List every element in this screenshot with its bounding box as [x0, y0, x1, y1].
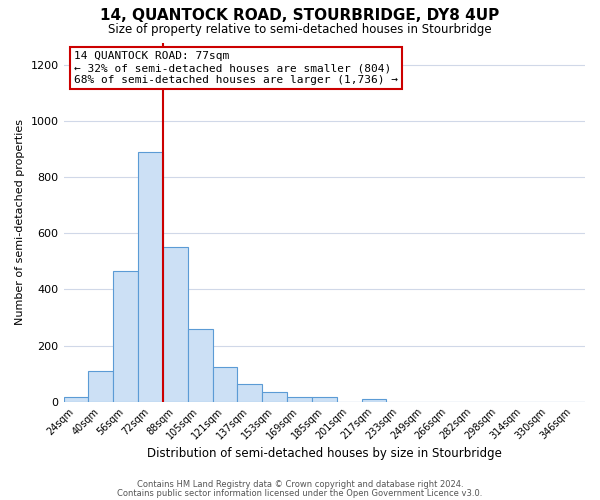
Bar [212, 366, 238, 402]
Bar [163, 248, 188, 402]
Text: Contains public sector information licensed under the Open Government Licence v3: Contains public sector information licen… [118, 488, 482, 498]
Text: 14 QUANTOCK ROAD: 77sqm
← 32% of semi-detached houses are smaller (804)
68% of s: 14 QUANTOCK ROAD: 77sqm ← 32% of semi-de… [74, 52, 398, 84]
X-axis label: Distribution of semi-detached houses by size in Stourbridge: Distribution of semi-detached houses by … [147, 447, 502, 460]
Bar [188, 328, 212, 402]
Bar [138, 152, 163, 402]
Bar [238, 384, 262, 402]
Text: Contains HM Land Registry data © Crown copyright and database right 2024.: Contains HM Land Registry data © Crown c… [137, 480, 463, 489]
Bar [262, 392, 287, 402]
Bar [88, 371, 113, 402]
Y-axis label: Number of semi-detached properties: Number of semi-detached properties [15, 119, 25, 325]
Bar [287, 396, 312, 402]
Bar [362, 399, 386, 402]
Bar [113, 271, 138, 402]
Text: Size of property relative to semi-detached houses in Stourbridge: Size of property relative to semi-detach… [108, 22, 492, 36]
Bar [64, 398, 88, 402]
Text: 14, QUANTOCK ROAD, STOURBRIDGE, DY8 4UP: 14, QUANTOCK ROAD, STOURBRIDGE, DY8 4UP [100, 8, 500, 22]
Bar [312, 396, 337, 402]
